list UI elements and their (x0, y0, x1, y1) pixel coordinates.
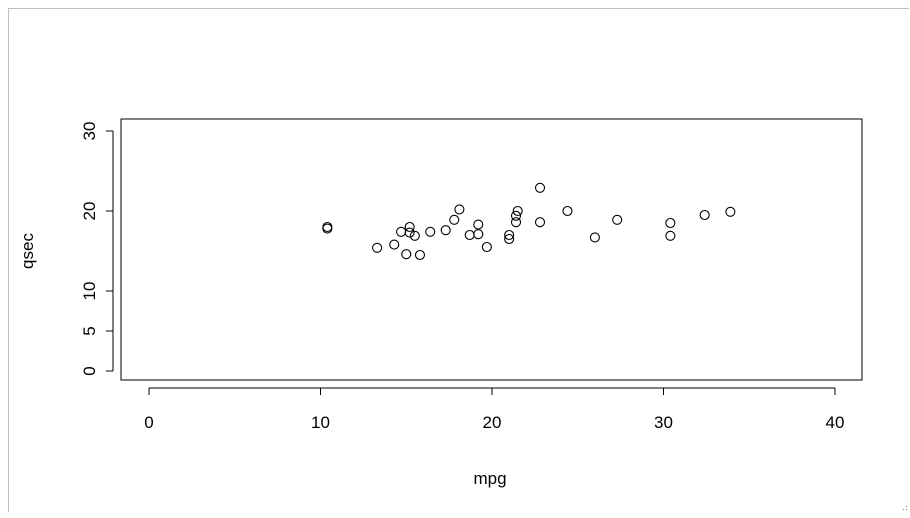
data-point (389, 239, 400, 250)
data-point (612, 214, 623, 225)
data-point (396, 226, 407, 237)
data-point (534, 182, 546, 193)
data-point (665, 230, 676, 241)
data-point (512, 205, 523, 217)
data-point (725, 206, 736, 217)
data-point (404, 221, 415, 233)
data-point (372, 242, 383, 253)
data-point (534, 217, 546, 228)
data-points (322, 182, 736, 261)
data-point (409, 230, 420, 241)
resize-grip-icon[interactable] (900, 503, 908, 511)
data-point (440, 225, 451, 236)
y-tick-label: 10 (80, 282, 99, 301)
x-tick-label: 40 (826, 413, 845, 432)
data-point (562, 205, 573, 217)
data-point (504, 233, 515, 245)
x-axis-label: mpg (473, 469, 506, 488)
data-point (481, 241, 492, 253)
data-point (699, 209, 710, 221)
data-point (414, 249, 426, 261)
plot-box (120, 118, 863, 381)
data-point (404, 227, 415, 238)
data-point (665, 217, 676, 229)
x-axis: 0 10 20 30 40 (144, 387, 845, 432)
data-point (425, 226, 436, 237)
plot-window: 0 10 20 30 40 0 5 10 20 30 mpg qsec (8, 8, 909, 512)
data-point (504, 229, 515, 241)
data-point (589, 232, 600, 243)
y-axis-label: qsec (18, 233, 37, 269)
y-tick-label: 5 (80, 326, 99, 335)
y-tick-label: 30 (80, 122, 99, 141)
data-point (473, 229, 484, 240)
data-point (464, 229, 475, 241)
x-tick-label: 0 (144, 413, 153, 432)
x-tick-label: 10 (311, 413, 330, 432)
scatter-plot: 0 10 20 30 40 0 5 10 20 30 mpg qsec (18, 118, 863, 488)
x-tick-label: 30 (654, 413, 673, 432)
y-tick-label: 20 (80, 202, 99, 221)
data-point (454, 204, 465, 215)
y-tick-label: 0 (80, 366, 99, 375)
data-point (510, 217, 522, 228)
data-point (473, 219, 484, 230)
data-point (510, 210, 522, 221)
x-tick-label: 20 (483, 413, 502, 432)
y-axis: 0 5 10 20 30 (80, 122, 114, 376)
data-point (449, 214, 460, 225)
data-point (401, 249, 412, 260)
data-point (322, 223, 333, 234)
